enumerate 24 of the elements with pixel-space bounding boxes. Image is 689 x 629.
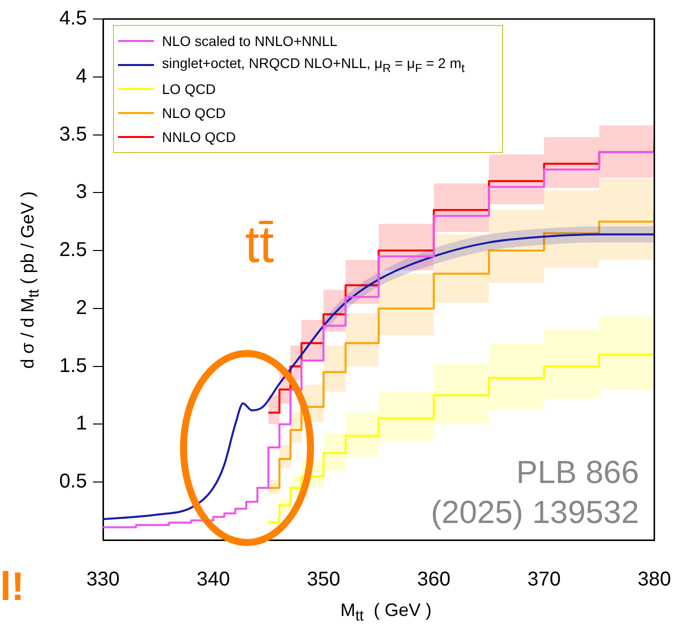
y-tick-label: 2 [76,296,87,319]
x-tick-label: 370 [527,568,561,591]
x-axis-title: M$_{tt}$ ( GeV ) [340,600,432,625]
legend-label: NLO scaled to NNLO+NNLL [162,33,338,49]
x-tick-label: 340 [196,568,230,591]
x-tick-label: 350 [306,568,340,591]
x-tick-label: 330 [86,568,120,591]
y-tick-label: 2.5 [59,239,87,262]
y-tick-label: 4.5 [59,8,87,30]
legend-label: NLO QCD [162,105,226,121]
legend-label: LO QCD [162,81,216,97]
y-tick-label: 3 [76,181,87,204]
annotation: PLB 866 (2025) 139532 [430,453,639,532]
annotation: tt̄ [245,215,274,275]
x-tick-label: 360 [417,568,450,591]
x-tick-label: 380 [638,568,672,591]
text: l! [0,565,24,610]
y-tick-label: 1.5 [59,354,87,377]
y-tick-label: 1 [76,412,87,435]
y-tick-label: 0.5 [59,470,87,493]
legend-label: NNLO QCD [162,129,236,145]
y-tick-label: 4 [76,65,87,88]
legend-label: singlet+octet, NRQCD NLO+NLL, μ$_{R}$ = μ$_{F}$ = 2 m$_{t}$ [162,55,465,75]
y-tick-label: 3.5 [59,123,87,146]
